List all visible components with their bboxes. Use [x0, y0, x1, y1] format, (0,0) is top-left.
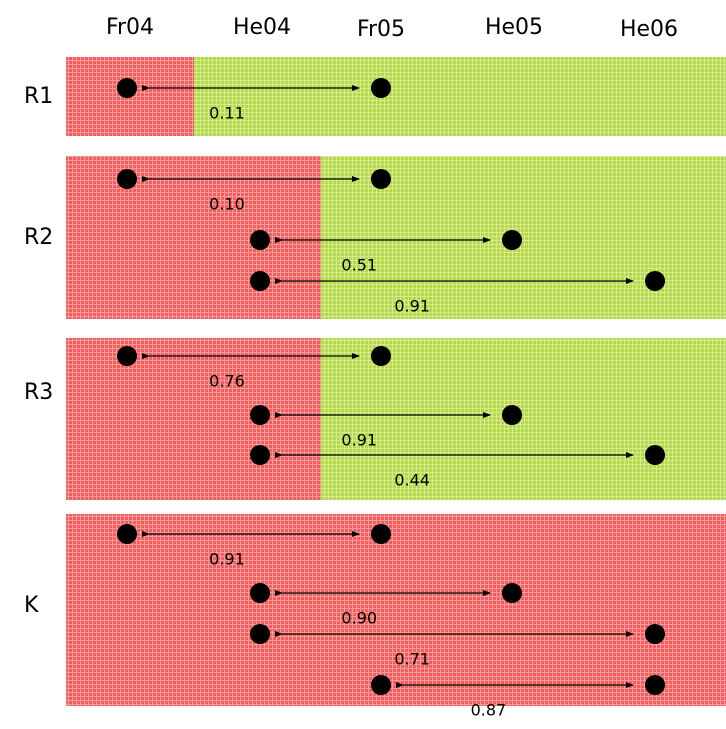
start-dot — [371, 675, 391, 695]
end-dot — [645, 624, 665, 644]
start-dot — [250, 624, 270, 644]
band-green-region — [194, 57, 726, 136]
start-dot — [250, 271, 270, 291]
comparison-value: 0.90 — [341, 609, 377, 628]
start-dot — [250, 405, 270, 425]
end-dot — [645, 675, 665, 695]
end-dot — [502, 230, 522, 250]
start-dot — [117, 524, 137, 544]
comparison-value: 0.71 — [394, 650, 430, 669]
band-red-region — [66, 514, 726, 706]
end-dot — [645, 445, 665, 465]
column-header: He05 — [485, 15, 543, 40]
comparison-value: 0.10 — [209, 195, 245, 214]
comparison-value: 0.91 — [209, 550, 245, 569]
end-dot — [371, 346, 391, 366]
end-dot — [645, 271, 665, 291]
start-dot — [250, 583, 270, 603]
end-dot — [502, 583, 522, 603]
column-header: He06 — [620, 17, 678, 42]
end-dot — [371, 78, 391, 98]
column-header: Fr04 — [106, 15, 154, 40]
column-header: Fr05 — [357, 17, 405, 42]
column-header: He04 — [233, 15, 291, 40]
comparison-value: 0.11 — [209, 104, 245, 123]
start-dot — [117, 346, 137, 366]
end-dot — [371, 524, 391, 544]
comparison-value: 0.44 — [394, 471, 430, 490]
start-dot — [250, 230, 270, 250]
comparison-value: 0.91 — [341, 431, 377, 450]
row-label: K — [24, 593, 39, 618]
start-dot — [117, 169, 137, 189]
comparison-value: 0.91 — [394, 297, 430, 316]
row-label: R2 — [24, 225, 53, 250]
start-dot — [250, 445, 270, 465]
end-dot — [371, 169, 391, 189]
band-red-region — [66, 156, 321, 319]
band-green-region — [321, 338, 726, 500]
comparison-value: 0.87 — [471, 701, 507, 720]
start-dot — [117, 78, 137, 98]
end-dot — [502, 405, 522, 425]
row-label: R1 — [24, 84, 53, 109]
comparison-value: 0.76 — [209, 372, 245, 391]
row-label: R3 — [24, 380, 53, 405]
band-red-region — [66, 338, 321, 500]
comparison-value: 0.51 — [341, 256, 377, 275]
